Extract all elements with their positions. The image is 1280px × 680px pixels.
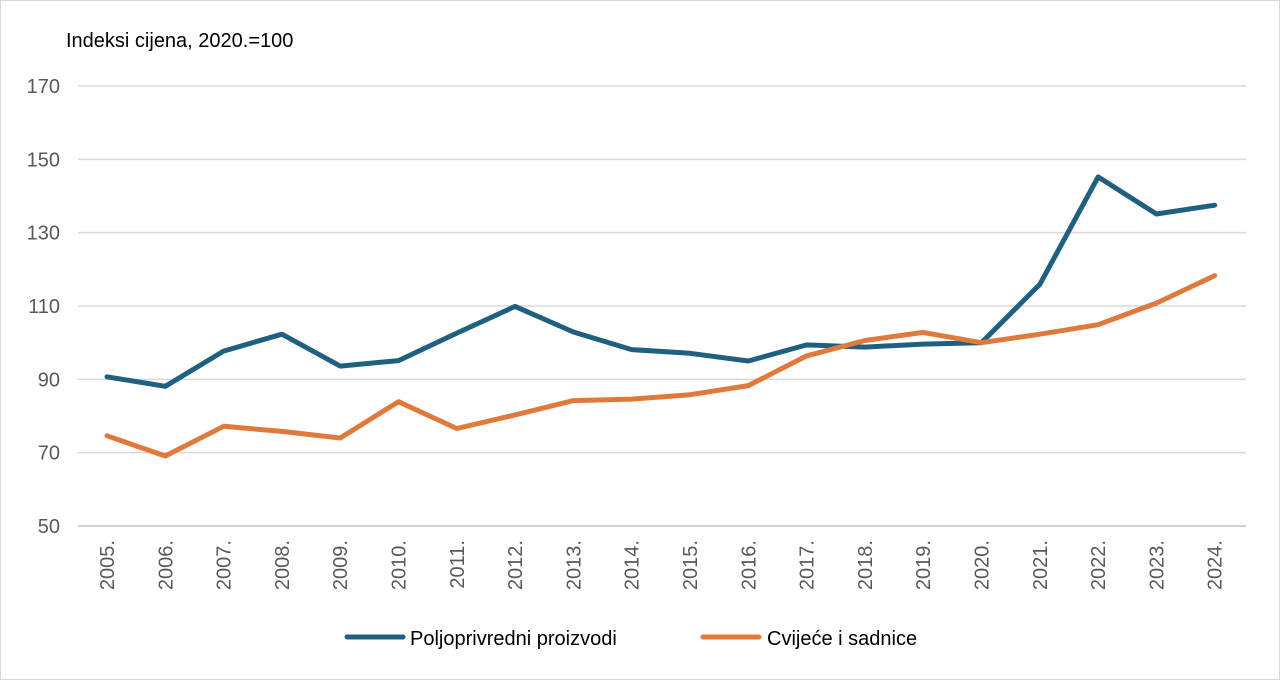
legend-label: Poljoprivredni proizvodi — [410, 628, 617, 650]
x-tick-label: 2018. — [855, 540, 877, 590]
x-tick-label: 2019. — [913, 540, 935, 590]
x-tick-label: 2006. — [155, 540, 177, 590]
series-lines — [104, 174, 1218, 459]
x-tick-label: 2022. — [1088, 540, 1110, 590]
y-tick-label: 90 — [38, 369, 60, 391]
x-tick-label: 2012. — [505, 540, 527, 590]
legend: Poljoprivredni proizvodi Cvijeće i sadnic… — [344, 628, 917, 650]
series-line-poljoprivredni — [104, 174, 1218, 389]
chart-title: Indeksi cijena, 2020.=100 — [66, 30, 293, 52]
x-tick-label: 2008. — [272, 540, 294, 590]
y-tick-label: 50 — [38, 516, 60, 538]
x-tick-label: 2013. — [563, 540, 585, 590]
x-tick-label: 2023. — [1146, 540, 1168, 590]
x-tick-label: 2007. — [214, 540, 236, 590]
x-tick-label: 2010. — [389, 540, 411, 590]
x-axis-ticks: 2005. 2006. 2007. 2008. 2009. 2010. 2011. 2012.… — [97, 540, 1227, 590]
x-tick-label: 2024. — [1205, 540, 1227, 590]
y-tick-label: 150 — [27, 149, 60, 171]
series-line-cvijece — [104, 273, 1218, 459]
y-tick-label: 130 — [27, 223, 60, 245]
y-tick-label: 170 — [27, 76, 60, 98]
legend-label: Cvijeće i sadnice — [767, 628, 917, 650]
x-tick-label: 2021. — [1030, 540, 1052, 590]
x-tick-label: 2011. — [447, 540, 469, 589]
x-tick-label: 2005. — [97, 540, 119, 590]
x-tick-label: 2017. — [797, 540, 819, 590]
x-tick-label: 2009. — [330, 540, 352, 590]
x-tick-label: 2016. — [738, 540, 760, 590]
y-tick-label: 70 — [38, 443, 60, 465]
gridlines — [78, 85, 1246, 527]
x-tick-label: 2014. — [622, 540, 644, 590]
y-tick-label: 110 — [28, 296, 60, 318]
x-tick-label: 2020. — [972, 540, 994, 590]
y-axis-ticks: 50 70 90 110 130 150 170 — [27, 76, 60, 538]
x-tick-label: 2015. — [680, 540, 702, 590]
